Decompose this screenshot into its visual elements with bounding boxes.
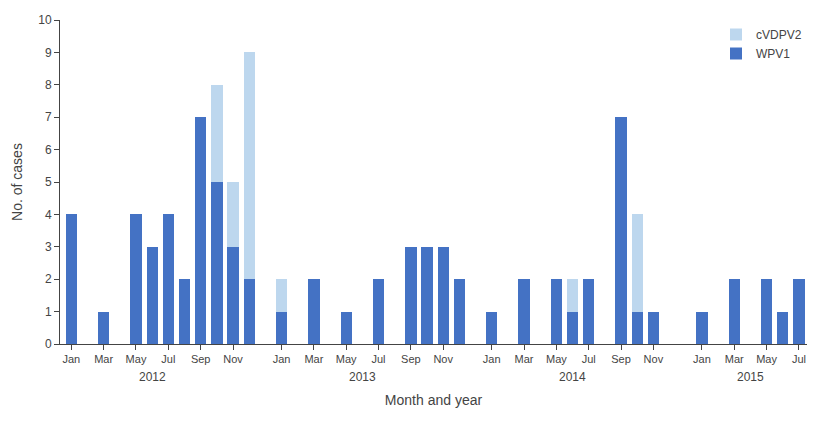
svg-text:May: May — [546, 353, 567, 365]
svg-text:Jul: Jul — [371, 353, 385, 365]
svg-text:6: 6 — [45, 143, 52, 157]
svg-text:Nov: Nov — [223, 353, 243, 365]
svg-text:Jan: Jan — [273, 353, 291, 365]
svg-text:Month and year: Month and year — [385, 392, 483, 408]
svg-text:Mar: Mar — [725, 353, 744, 365]
svg-text:May: May — [336, 353, 357, 365]
svg-text:Sep: Sep — [191, 353, 211, 365]
svg-text:5: 5 — [45, 175, 52, 189]
svg-text:2014: 2014 — [559, 370, 586, 384]
svg-text:Sep: Sep — [401, 353, 421, 365]
svg-text:0: 0 — [45, 337, 52, 351]
svg-text:Jul: Jul — [582, 353, 596, 365]
svg-text:10: 10 — [38, 13, 52, 27]
svg-text:2013: 2013 — [349, 370, 376, 384]
svg-text:2015: 2015 — [737, 370, 764, 384]
svg-text:cVDPV2: cVDPV2 — [756, 28, 802, 42]
svg-text:Jan: Jan — [62, 353, 80, 365]
svg-text:Mar: Mar — [94, 353, 113, 365]
svg-text:Mar: Mar — [515, 353, 534, 365]
svg-text:7: 7 — [45, 110, 52, 124]
svg-text:8: 8 — [45, 78, 52, 92]
svg-text:Jul: Jul — [161, 353, 175, 365]
svg-text:2: 2 — [45, 272, 52, 286]
svg-text:Nov: Nov — [433, 353, 453, 365]
svg-text:1: 1 — [45, 305, 52, 319]
svg-text:May: May — [756, 353, 777, 365]
svg-text:Jul: Jul — [792, 353, 806, 365]
svg-text:Nov: Nov — [644, 353, 664, 365]
svg-text:May: May — [126, 353, 147, 365]
svg-text:Mar: Mar — [304, 353, 323, 365]
svg-text:No. of cases: No. of cases — [9, 143, 25, 221]
svg-text:Jan: Jan — [693, 353, 711, 365]
svg-text:Sep: Sep — [611, 353, 631, 365]
svg-text:3: 3 — [45, 240, 52, 254]
svg-text:2012: 2012 — [139, 370, 166, 384]
svg-text:4: 4 — [45, 208, 52, 222]
svg-text:WPV1: WPV1 — [756, 47, 790, 61]
svg-text:9: 9 — [45, 46, 52, 60]
svg-text:Jan: Jan — [483, 353, 501, 365]
